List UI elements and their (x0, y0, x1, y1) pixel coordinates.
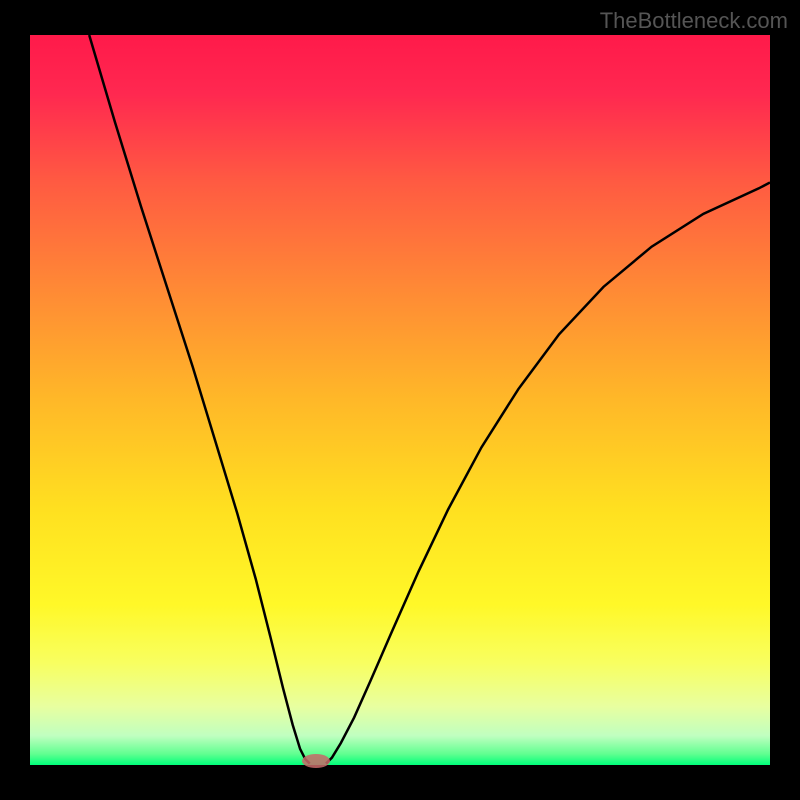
chart-container (30, 35, 770, 765)
watermark-text: TheBottleneck.com (600, 8, 788, 34)
chart-svg (30, 35, 770, 765)
gradient-background (30, 35, 770, 765)
bottleneck-marker (302, 754, 330, 768)
